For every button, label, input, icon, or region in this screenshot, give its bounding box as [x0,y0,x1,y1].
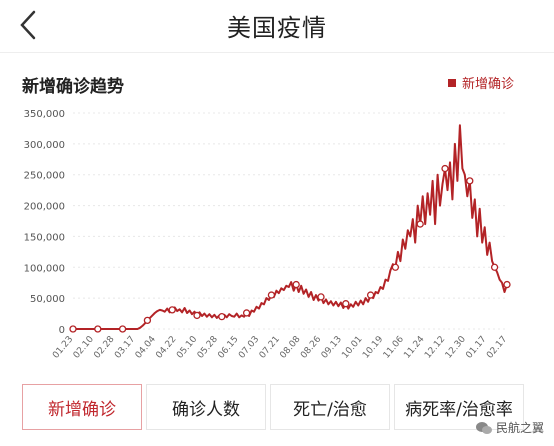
y-tick-label: 50,000 [30,294,65,305]
x-tick-label: 11.24 [402,334,426,360]
back-icon[interactable] [14,8,44,42]
data-point-marker [317,293,325,301]
x-tick-label: 02.17 [485,335,509,361]
tab-rates[interactable]: 病死率/治愈率 [394,384,524,430]
data-point-marker [366,291,375,299]
top-bar: 美国疫情 [0,0,554,53]
data-point-marker [69,325,77,333]
x-tick-label: 11.06 [382,334,406,360]
wechat-icon [475,421,492,434]
data-point-marker [94,325,102,333]
y-tick-label: 250,000 [24,171,65,182]
x-tick-label: 07.21 [258,335,282,361]
tab-deaths-recovered[interactable]: 死亡/治愈 [270,384,390,430]
x-tick-label: 10.19 [361,334,385,360]
tab-new-cases[interactable]: 新增确诊 [22,384,142,430]
data-point-marker [416,220,424,228]
tab-label: 病死率/治愈率 [405,399,513,420]
x-tick-label: 12.30 [444,334,468,360]
tab-bar: 新增确诊 确诊人数 死亡/治愈 病死率/治愈率 [22,384,532,430]
trend-chart: 0 50,000 100,000 150,000 200,000 250,000 300,0… [24,109,511,361]
x-tick-label: 03.17 [113,335,137,361]
data-point-marker [242,309,251,317]
x-tick-label: 01.17 [464,335,488,361]
chart-legend: 新增确诊 [447,73,514,92]
tab-total-cases[interactable]: 确诊人数 [146,384,266,430]
data-point-marker [503,280,511,289]
x-tick-label: 09.13 [320,335,344,361]
x-tick-label: 08.08 [278,334,302,360]
data-point-marker [168,306,176,314]
x-tick-label: 05.10 [175,334,199,360]
data-point-marker [143,316,152,325]
x-tick-label: 10.01 [340,335,364,361]
x-tick-label: 12.12 [423,335,447,361]
y-tick-label: 150,000 [24,232,65,243]
legend-label: 新增确诊 [461,77,514,92]
data-point-marker [267,291,276,299]
y-tick-label: 300,000 [24,140,65,151]
x-tick-label: 05.28 [196,334,220,360]
data-point-marker [490,263,499,271]
x-tick-label: 02.28 [92,334,116,360]
data-point-marker [193,311,201,320]
section-title: 新增确诊趋势 [22,77,124,97]
data-point-marker [391,263,400,271]
x-tick-label: 06.15 [216,335,240,361]
data-point-marker [292,280,300,289]
x-tick-label: 08.26 [299,334,323,360]
x-tick-label: 07.03 [237,335,261,361]
data-point-marker [118,325,127,333]
x-tick-label: 02.10 [72,334,96,360]
page-title: 美国疫情 [227,14,327,42]
tab-label: 新增确诊 [48,399,116,420]
tab-label: 确诊人数 [172,399,240,420]
data-point-marker [342,300,350,308]
data-point-marker [218,313,226,321]
watermark-text: 民航之翼 [495,421,544,435]
y-tick-label: 0 [59,325,65,336]
x-tick-label: 04.22 [154,335,178,361]
legend-swatch [447,78,456,87]
y-tick-label: 200,000 [24,202,65,213]
y-tick-label: 100,000 [24,263,65,274]
x-tick-label: 01.23 [51,335,75,361]
tab-label: 死亡/治愈 [293,399,367,420]
data-point-marker [441,164,449,173]
data-point-marker [466,177,474,185]
watermark: 民航之翼 [475,419,544,436]
y-tick-label: 350,000 [24,109,65,120]
x-tick-label: 04.04 [134,334,158,360]
